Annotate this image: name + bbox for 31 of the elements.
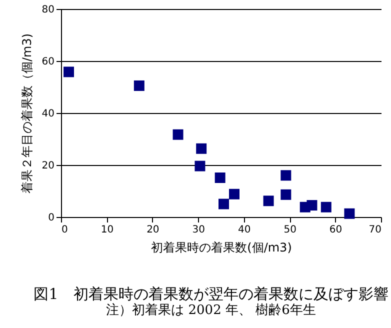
point: [344, 208, 355, 219]
point: [229, 188, 240, 200]
x-tick-label: 50: [284, 224, 296, 236]
point: [218, 198, 229, 210]
y-tick-label: 0: [48, 212, 54, 224]
text: 図1 初着果時の着果数が翌年の着果数に及ぼす影響: [34, 285, 388, 303]
x-tick-label: 70: [368, 224, 382, 236]
y-tick-label: 80: [42, 4, 54, 16]
x-tick-label: 10: [100, 224, 114, 236]
point: [172, 129, 184, 140]
point: [280, 170, 292, 181]
x-tick-label: 30: [192, 224, 206, 236]
y-axis-title: 着果２年目の着果数（個/m3): [20, 33, 34, 194]
x-tick-label: 60: [329, 224, 342, 236]
y-tick-label: 60: [42, 56, 54, 68]
point: [194, 160, 206, 172]
point: [280, 189, 292, 200]
point: [306, 200, 318, 211]
x-tick-label: 0: [62, 224, 68, 236]
y-tick-label: 40: [42, 108, 54, 120]
point: [134, 80, 144, 91]
y-tick-label: 20: [42, 160, 54, 172]
point: [263, 196, 274, 206]
x-axis-title: 初着果時の着果数(個/m3): [151, 240, 292, 254]
point: [214, 172, 226, 183]
point: [320, 202, 332, 212]
point: [196, 143, 207, 154]
x-tick-label: 40: [238, 224, 251, 236]
point: [64, 66, 74, 78]
x-tick-label: 20: [146, 224, 160, 236]
text: 注）初着果は 2002 年、 樹齢6年生: [106, 302, 316, 318]
